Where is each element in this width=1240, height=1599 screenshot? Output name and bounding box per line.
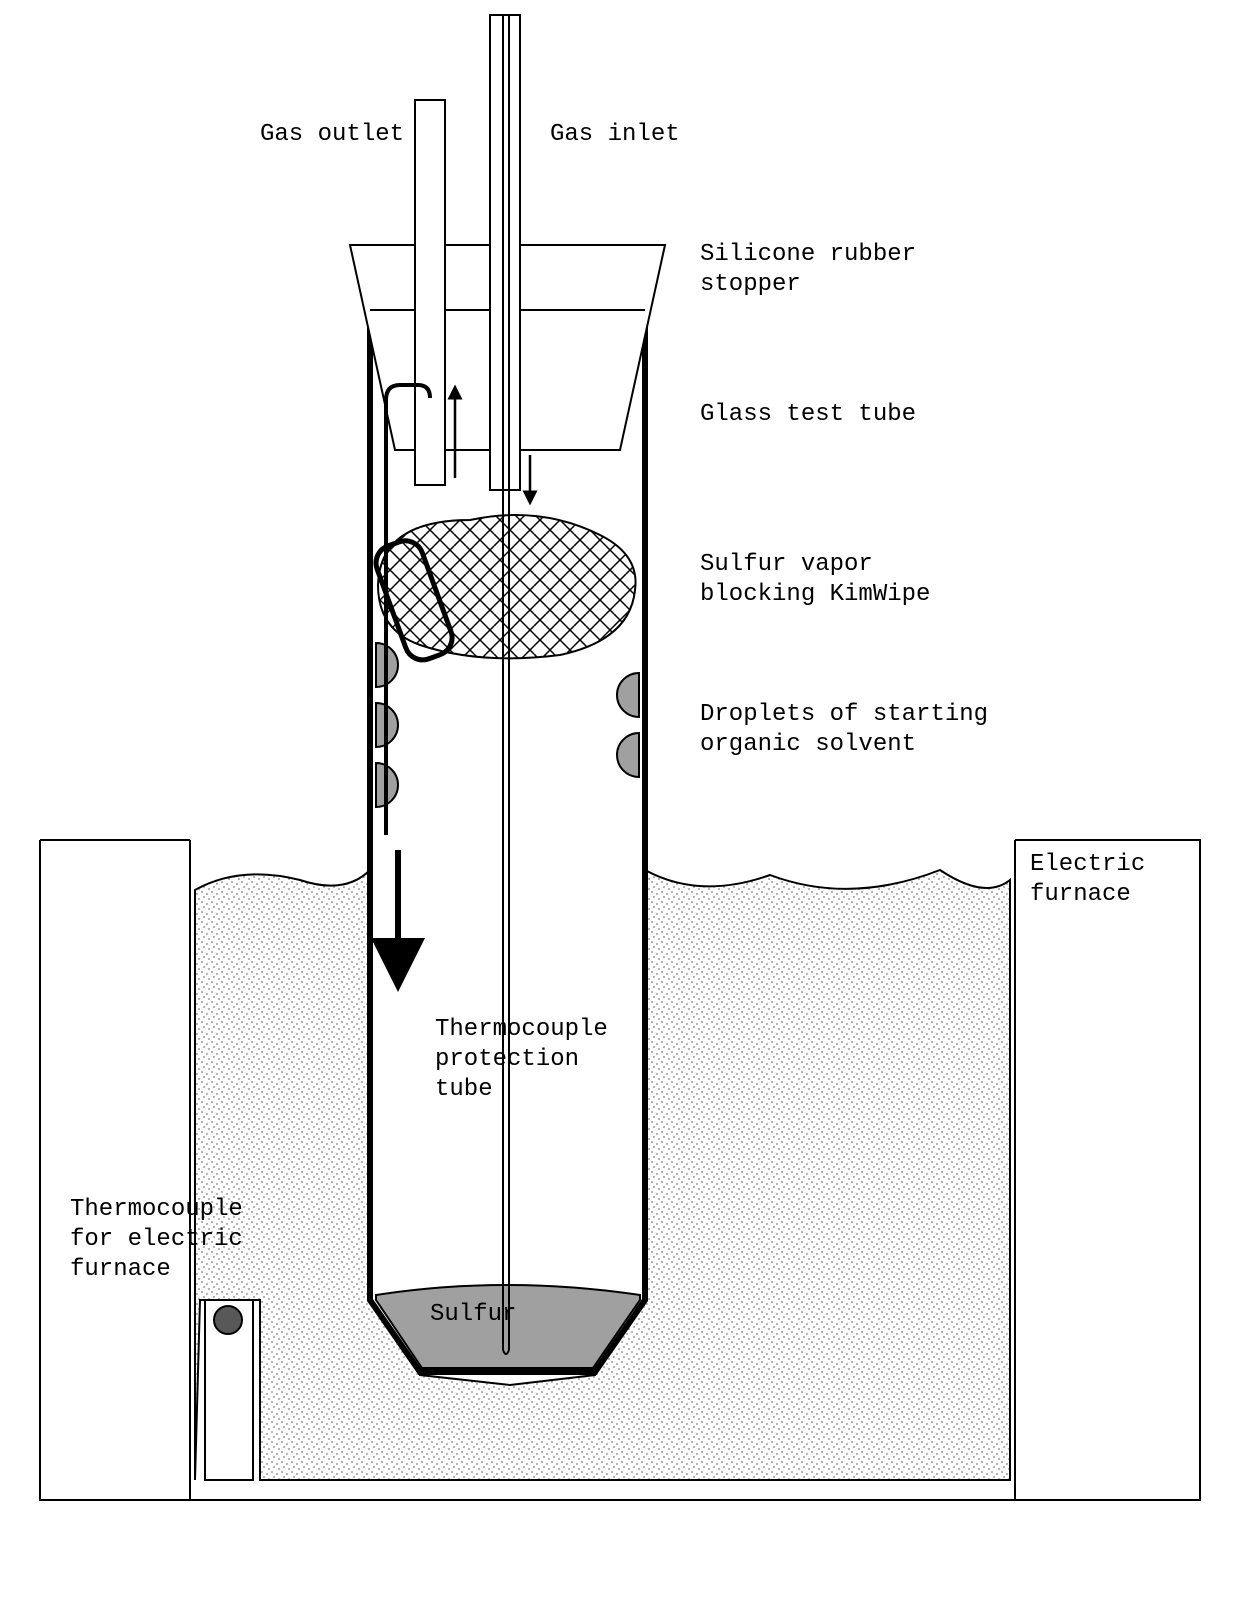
gas-inlet-tube [490,15,520,490]
kimwipe-plug [378,515,636,658]
label-furnace-tc-2: for electric [70,1226,243,1253]
gas-outlet-tube [415,100,445,485]
label-sulfur: Sulfur [430,1301,516,1328]
label-furnace-1: Electric [1030,851,1145,878]
label-stopper-1: Silicone rubber [700,241,916,268]
label-stopper-2: stopper [700,271,801,298]
label-glass-tube: Glass test tube [700,401,916,428]
label-gas-inlet: Gas inlet [550,121,680,148]
label-furnace-2: furnace [1030,881,1131,908]
label-droplets-2: organic solvent [700,731,916,758]
label-thermotube-2: protection [435,1046,579,1073]
apparatus-diagram: Gas outlet Gas inlet Silicone rubber sto… [0,0,1240,1599]
label-kimwipe-1: Sulfur vapor [700,551,873,578]
label-thermotube-3: tube [435,1076,493,1103]
label-droplets-1: Droplets of starting [700,701,988,728]
label-gas-outlet: Gas outlet [260,121,404,148]
furnace-thermocouple-bead [214,1306,242,1334]
label-kimwipe-2: blocking KimWipe [700,581,930,608]
label-furnace-tc-1: Thermocouple [70,1196,243,1223]
label-thermotube-1: Thermocouple [435,1016,608,1043]
label-furnace-tc-3: furnace [70,1256,171,1283]
